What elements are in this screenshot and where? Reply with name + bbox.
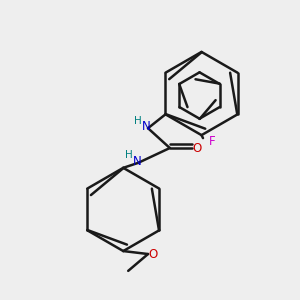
Text: N: N [142, 120, 151, 133]
Text: H: H [125, 150, 133, 161]
Text: H: H [134, 116, 142, 126]
Text: O: O [148, 248, 158, 260]
Text: F: F [208, 135, 215, 148]
Text: N: N [133, 155, 142, 169]
Text: O: O [192, 142, 202, 154]
